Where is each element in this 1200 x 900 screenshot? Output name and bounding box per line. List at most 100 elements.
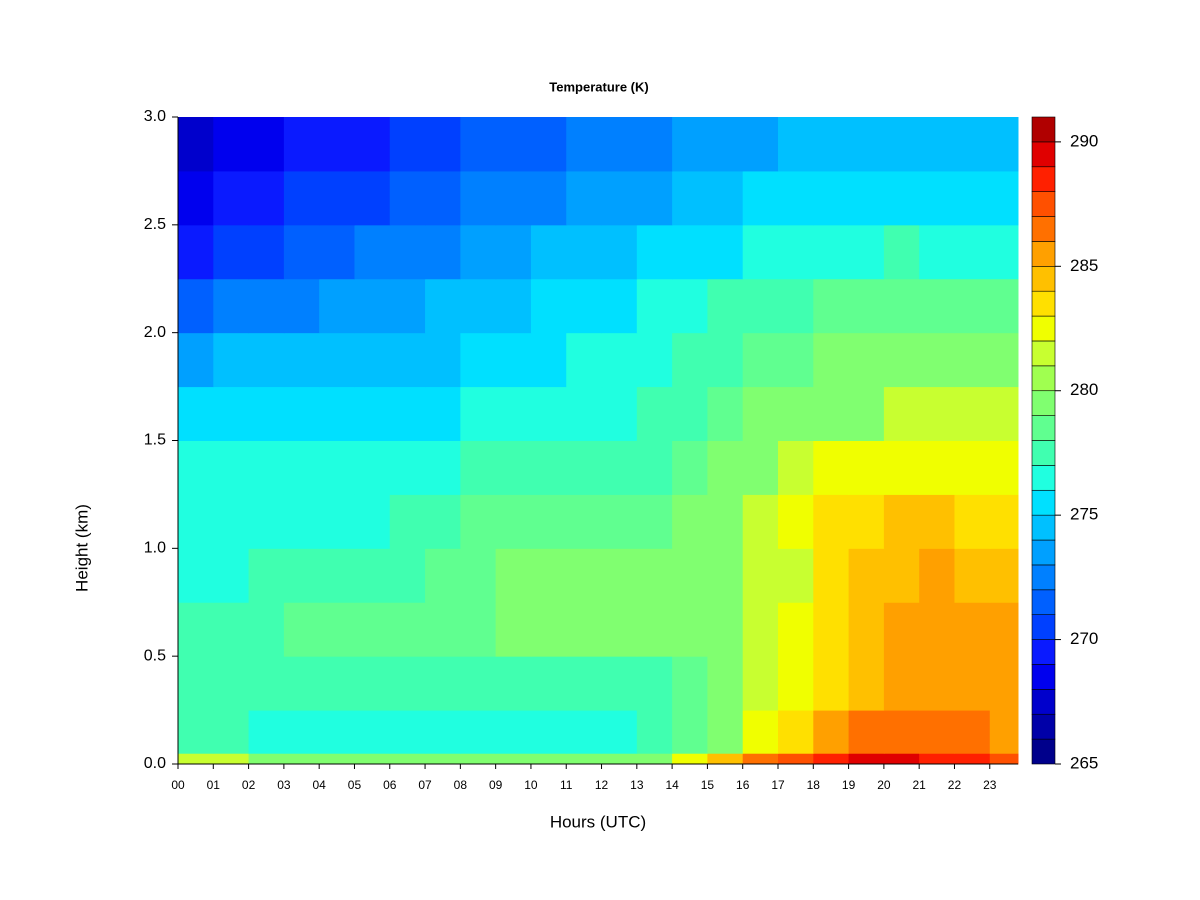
heat-cell: [636, 548, 673, 603]
x-tick-label: 15: [701, 778, 715, 792]
heat-cell: [283, 117, 320, 172]
heat-cell: [354, 753, 391, 765]
heat-cell: [283, 753, 320, 765]
heat-cell: [883, 117, 920, 172]
colorbar-tick-label: 280: [1070, 380, 1098, 399]
heat-cell: [248, 332, 285, 388]
heat-cell: [848, 332, 885, 388]
heat-cell: [460, 170, 497, 226]
heat-cell: [566, 332, 603, 388]
heat-cell: [707, 386, 744, 441]
heat-cell: [460, 548, 497, 603]
colorbar-level: [1031, 539, 1056, 566]
heat-cell: [848, 386, 885, 441]
heat-cell: [883, 386, 920, 441]
heat-cell: [460, 710, 497, 754]
y-axis-label: Height (km): [72, 504, 91, 592]
y-tick-label: 1.5: [144, 432, 166, 449]
heat-cell: [530, 602, 567, 657]
heat-cell: [742, 224, 779, 280]
heat-cell: [283, 602, 320, 657]
heat-cell: [495, 656, 532, 711]
heat-cell: [530, 386, 567, 441]
heat-cell: [813, 440, 850, 495]
heat-cell: [566, 548, 603, 603]
heat-cell: [178, 494, 214, 549]
y-tick-label: 0.0: [144, 755, 166, 772]
heat-cell: [213, 386, 250, 441]
heat-cell: [389, 117, 426, 172]
heat-cell: [248, 440, 285, 495]
heat-cell: [989, 548, 1019, 603]
heat-cell: [848, 440, 885, 495]
heat-cell: [495, 710, 532, 754]
heat-cell: [213, 602, 250, 657]
heat-cell: [672, 170, 708, 226]
heat-cell: [530, 548, 567, 603]
heat-cell: [566, 224, 603, 280]
heat-cell: [919, 170, 955, 226]
heat-cell: [707, 656, 744, 711]
heat-cell: [425, 170, 461, 226]
heat-cell: [283, 440, 320, 495]
heat-cell: [213, 548, 250, 603]
heat-cell: [672, 753, 708, 765]
heat-cell: [283, 386, 320, 441]
heat-cell: [778, 494, 814, 549]
heat-cell: [178, 753, 214, 765]
heat-cell: [389, 548, 426, 603]
heat-cell: [283, 548, 320, 603]
heat-cell: [601, 386, 638, 441]
heat-cell: [883, 494, 920, 549]
heat-cell: [213, 710, 250, 754]
heat-cell: [495, 386, 532, 441]
heat-cell: [813, 224, 850, 280]
heat-cell: [707, 440, 744, 495]
colorbar-level: [1031, 564, 1056, 591]
colorbar-level: [1031, 664, 1056, 690]
heat-cell: [883, 440, 920, 495]
x-tick-label: 11: [560, 778, 573, 792]
heat-cell: [248, 278, 285, 334]
heat-cell: [248, 224, 285, 280]
heat-cell: [319, 753, 355, 765]
heat-cell: [919, 386, 955, 441]
heat-cell: [495, 332, 532, 388]
heat-cell: [672, 440, 708, 495]
heat-cell: [354, 656, 391, 711]
heat-cell: [530, 170, 567, 226]
y-tick-label: 1.0: [144, 540, 166, 557]
heat-cell: [566, 170, 603, 226]
heat-cell: [178, 170, 214, 226]
colorbar-tick-label: 290: [1070, 131, 1098, 150]
heat-cell: [601, 494, 638, 549]
heat-cell: [319, 548, 355, 603]
heat-cell: [954, 170, 991, 226]
heat-cell: [672, 332, 708, 388]
heat-cell: [601, 440, 638, 495]
x-tick-label: 05: [348, 778, 362, 792]
heat-cell: [707, 332, 744, 388]
heat-cell: [319, 278, 355, 334]
heat-cell: [954, 710, 991, 754]
colorbar-level: [1031, 365, 1056, 392]
heat-cell: [919, 278, 955, 334]
heat-cell: [354, 494, 391, 549]
x-tick-label: 21: [912, 778, 926, 792]
x-tick-label: 03: [277, 778, 291, 792]
colorbar-level: [1031, 290, 1056, 317]
heat-cell: [954, 494, 991, 549]
heat-cell: [178, 332, 214, 388]
heat-cell: [425, 548, 461, 603]
heat-cell: [813, 332, 850, 388]
heat-cell: [707, 753, 744, 765]
heat-cell: [178, 710, 214, 754]
heat-cell: [460, 494, 497, 549]
heat-cell: [848, 602, 885, 657]
heat-cell: [530, 224, 567, 280]
heat-cell: [636, 278, 673, 334]
heat-cell: [460, 332, 497, 388]
colorbar-level: [1031, 489, 1056, 516]
colorbar-level: [1031, 315, 1056, 342]
heat-cell: [425, 494, 461, 549]
